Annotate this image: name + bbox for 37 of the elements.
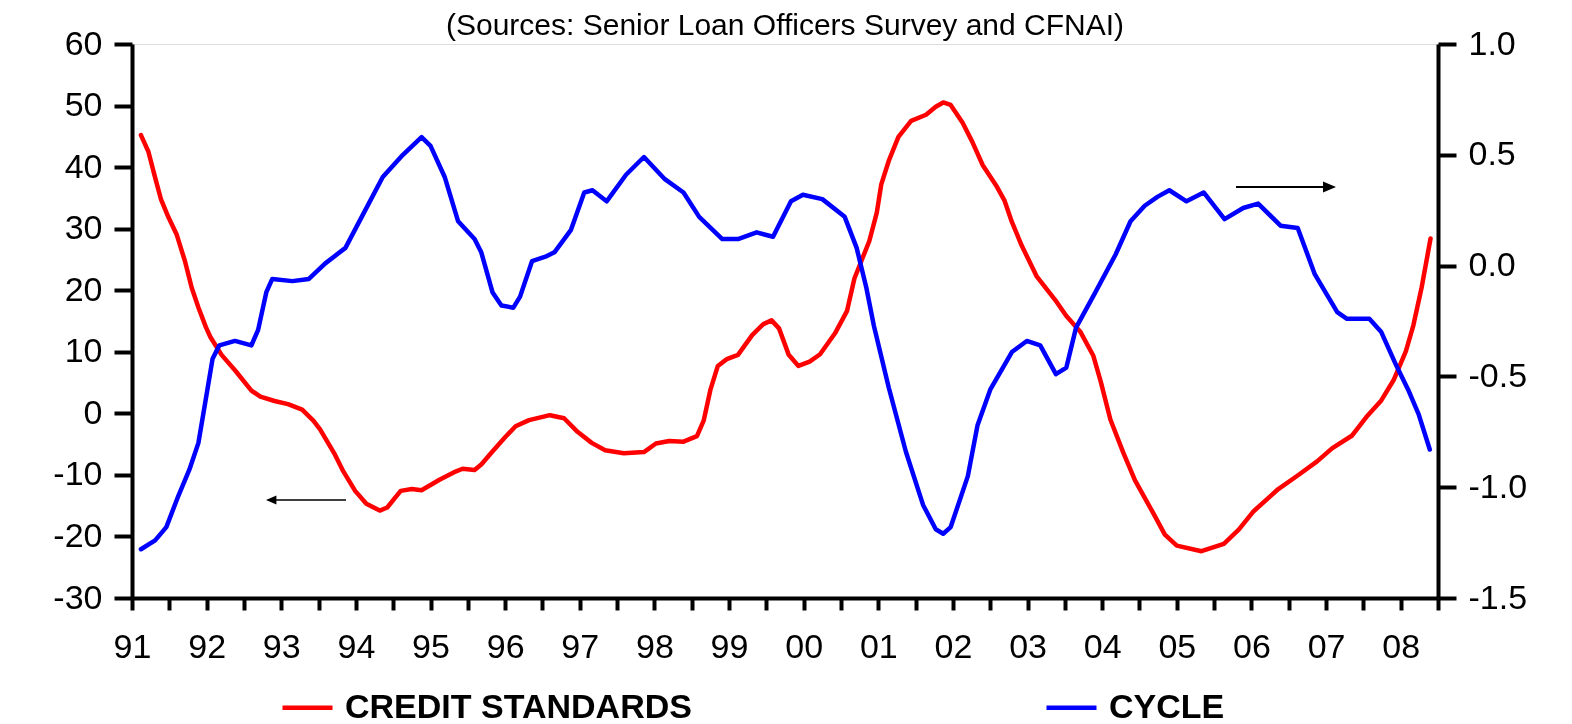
x-tick-label: 03 [1009,626,1047,665]
x-tick-label: 96 [486,626,525,665]
y2-tick-label: -1.5 [1468,577,1528,616]
y2-tick-label: 1.0 [1468,23,1516,62]
legend-label: CYCLE [1109,686,1225,724]
x-tick-label: 93 [262,626,301,665]
y-tick-label: 60 [64,23,103,62]
x-tick-label: 94 [337,626,376,665]
x-tick-label: 08 [1382,626,1421,665]
x-tick-label: 95 [412,626,450,665]
y-tick-label: 10 [64,331,103,370]
x-tick-label: 00 [785,626,824,665]
x-tick-label: 07 [1307,626,1346,665]
x-tick-label: 91 [113,626,152,665]
y-tick-label: -10 [53,454,103,493]
legend-label: CREDIT STANDARDS [345,686,692,724]
y-tick-label: 30 [64,208,103,247]
x-tick-label: 05 [1158,626,1197,665]
y-tick-label: 0 [83,392,103,431]
y2-tick-label: -1.0 [1468,466,1528,505]
x-tick-label: 06 [1233,626,1271,665]
x-tick-label: 01 [859,626,898,665]
x-tick-label: 92 [188,626,227,665]
x-tick-label: 97 [561,626,600,665]
y2-tick-label: 0.0 [1468,245,1516,284]
y2-tick-label: -0.5 [1468,355,1528,394]
y-tick-label: -20 [53,515,103,554]
y-tick-label: 50 [64,85,103,124]
chart-title: (Sources: Senior Loan Officers Survey and CFNAI) [445,8,1125,41]
x-tick-label: 98 [635,626,674,665]
x-tick-label: 02 [934,626,973,665]
x-tick-label: 04 [1083,626,1122,665]
y-tick-label: 40 [64,146,103,185]
x-tick-label: 99 [710,626,749,665]
y-tick-label: -30 [53,577,103,616]
y2-tick-label: 0.5 [1468,134,1516,173]
y-tick-label: 20 [64,269,103,308]
